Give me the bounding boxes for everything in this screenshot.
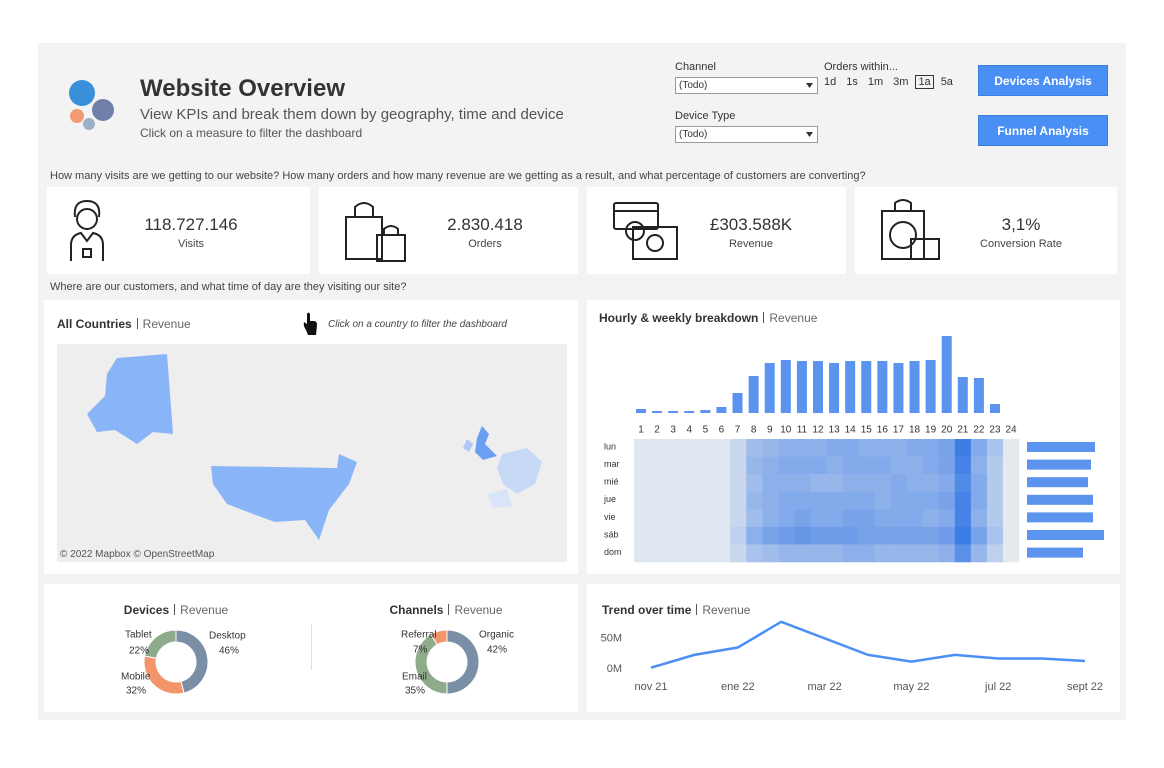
kpi-icon	[345, 202, 406, 262]
device-select[interactable]: (Todo)	[675, 126, 818, 143]
question: How many visits are we getting to our we…	[50, 170, 866, 182]
kpi-value: £303.588K	[709, 215, 793, 234]
question: Where are our customers, and what time o…	[50, 281, 407, 293]
measure: Revenue	[180, 603, 229, 617]
map-hint: Click on a country to filter the dashboa…	[328, 319, 507, 330]
kpi-icon	[70, 199, 104, 261]
measure: Revenue	[454, 603, 503, 617]
card-title: All Countries Revenue	[57, 317, 191, 331]
kpi-card[interactable]: 118.727.146 Visits	[47, 187, 310, 274]
button[interactable]: Devices Analysis	[978, 65, 1108, 96]
kpi-value: 3,1%	[1001, 215, 1041, 234]
title: Hourly & weekly breakdown	[599, 311, 759, 325]
option[interactable]: 1s	[846, 76, 858, 88]
kpi-card[interactable]: 2.830.418 Orders	[319, 187, 578, 274]
button[interactable]: Funnel Analysis	[978, 115, 1108, 146]
attribution: © 2022 Mapbox © OpenStreetMap	[60, 549, 215, 560]
hourly-card	[587, 300, 1120, 574]
kpi-label: Revenue	[728, 238, 774, 250]
title: Website Overview	[140, 75, 345, 102]
title: Trend over time	[602, 603, 692, 617]
select-value: (Todo)	[679, 80, 708, 91]
channel-select[interactable]: (Todo)	[675, 77, 818, 94]
map[interactable]	[57, 344, 567, 562]
card-title: Trend over time Revenue	[602, 603, 750, 617]
kpi-icon	[613, 202, 678, 260]
measure: Revenue	[142, 317, 191, 331]
card-title: Devices Revenue	[96, 603, 256, 617]
kpi-card[interactable]: £303.588K Revenue	[587, 187, 846, 274]
option[interactable]: 1m	[867, 76, 884, 88]
kpi-value: 118.727.146	[144, 215, 238, 234]
measure: Revenue	[769, 311, 818, 325]
kpi-value: 2.830.418	[447, 215, 523, 234]
title: Channels	[389, 603, 444, 617]
kpi-label: Visits	[177, 238, 205, 250]
kpi-icon	[881, 199, 940, 260]
kpi-label: Orders	[468, 238, 502, 250]
dropdown-arrow	[806, 83, 813, 88]
orders-options: 1d 1s 1m 3m 1a 5a	[822, 75, 955, 89]
divider	[311, 624, 312, 670]
option[interactable]: 5a	[940, 76, 953, 88]
dropdown-arrow	[806, 132, 813, 137]
option[interactable]: 1d	[824, 76, 837, 88]
select-value: (Todo)	[679, 129, 708, 140]
card-title: Channels Revenue	[366, 603, 526, 617]
hand-icon	[303, 312, 317, 335]
filter-label: Device Type	[675, 110, 736, 122]
filter-label: Channel	[675, 61, 716, 73]
measure: Revenue	[702, 603, 751, 617]
subtitle: View KPIs and break them down by geograp…	[140, 106, 564, 123]
title: Devices	[123, 603, 170, 617]
kpi-card[interactable]: 3,1% Conversion Rate	[855, 187, 1117, 274]
hint: Click on a measure to filter the dashboa…	[140, 126, 363, 140]
card-title: Hourly & weekly breakdown Revenue	[599, 311, 817, 325]
filter-label: Orders within...	[824, 61, 898, 73]
option[interactable]: 3m	[893, 76, 909, 88]
logo	[69, 80, 114, 130]
option[interactable]: 1a	[915, 75, 934, 89]
kpi-label: Conversion Rate	[980, 238, 1062, 250]
title: All Countries	[57, 317, 132, 331]
